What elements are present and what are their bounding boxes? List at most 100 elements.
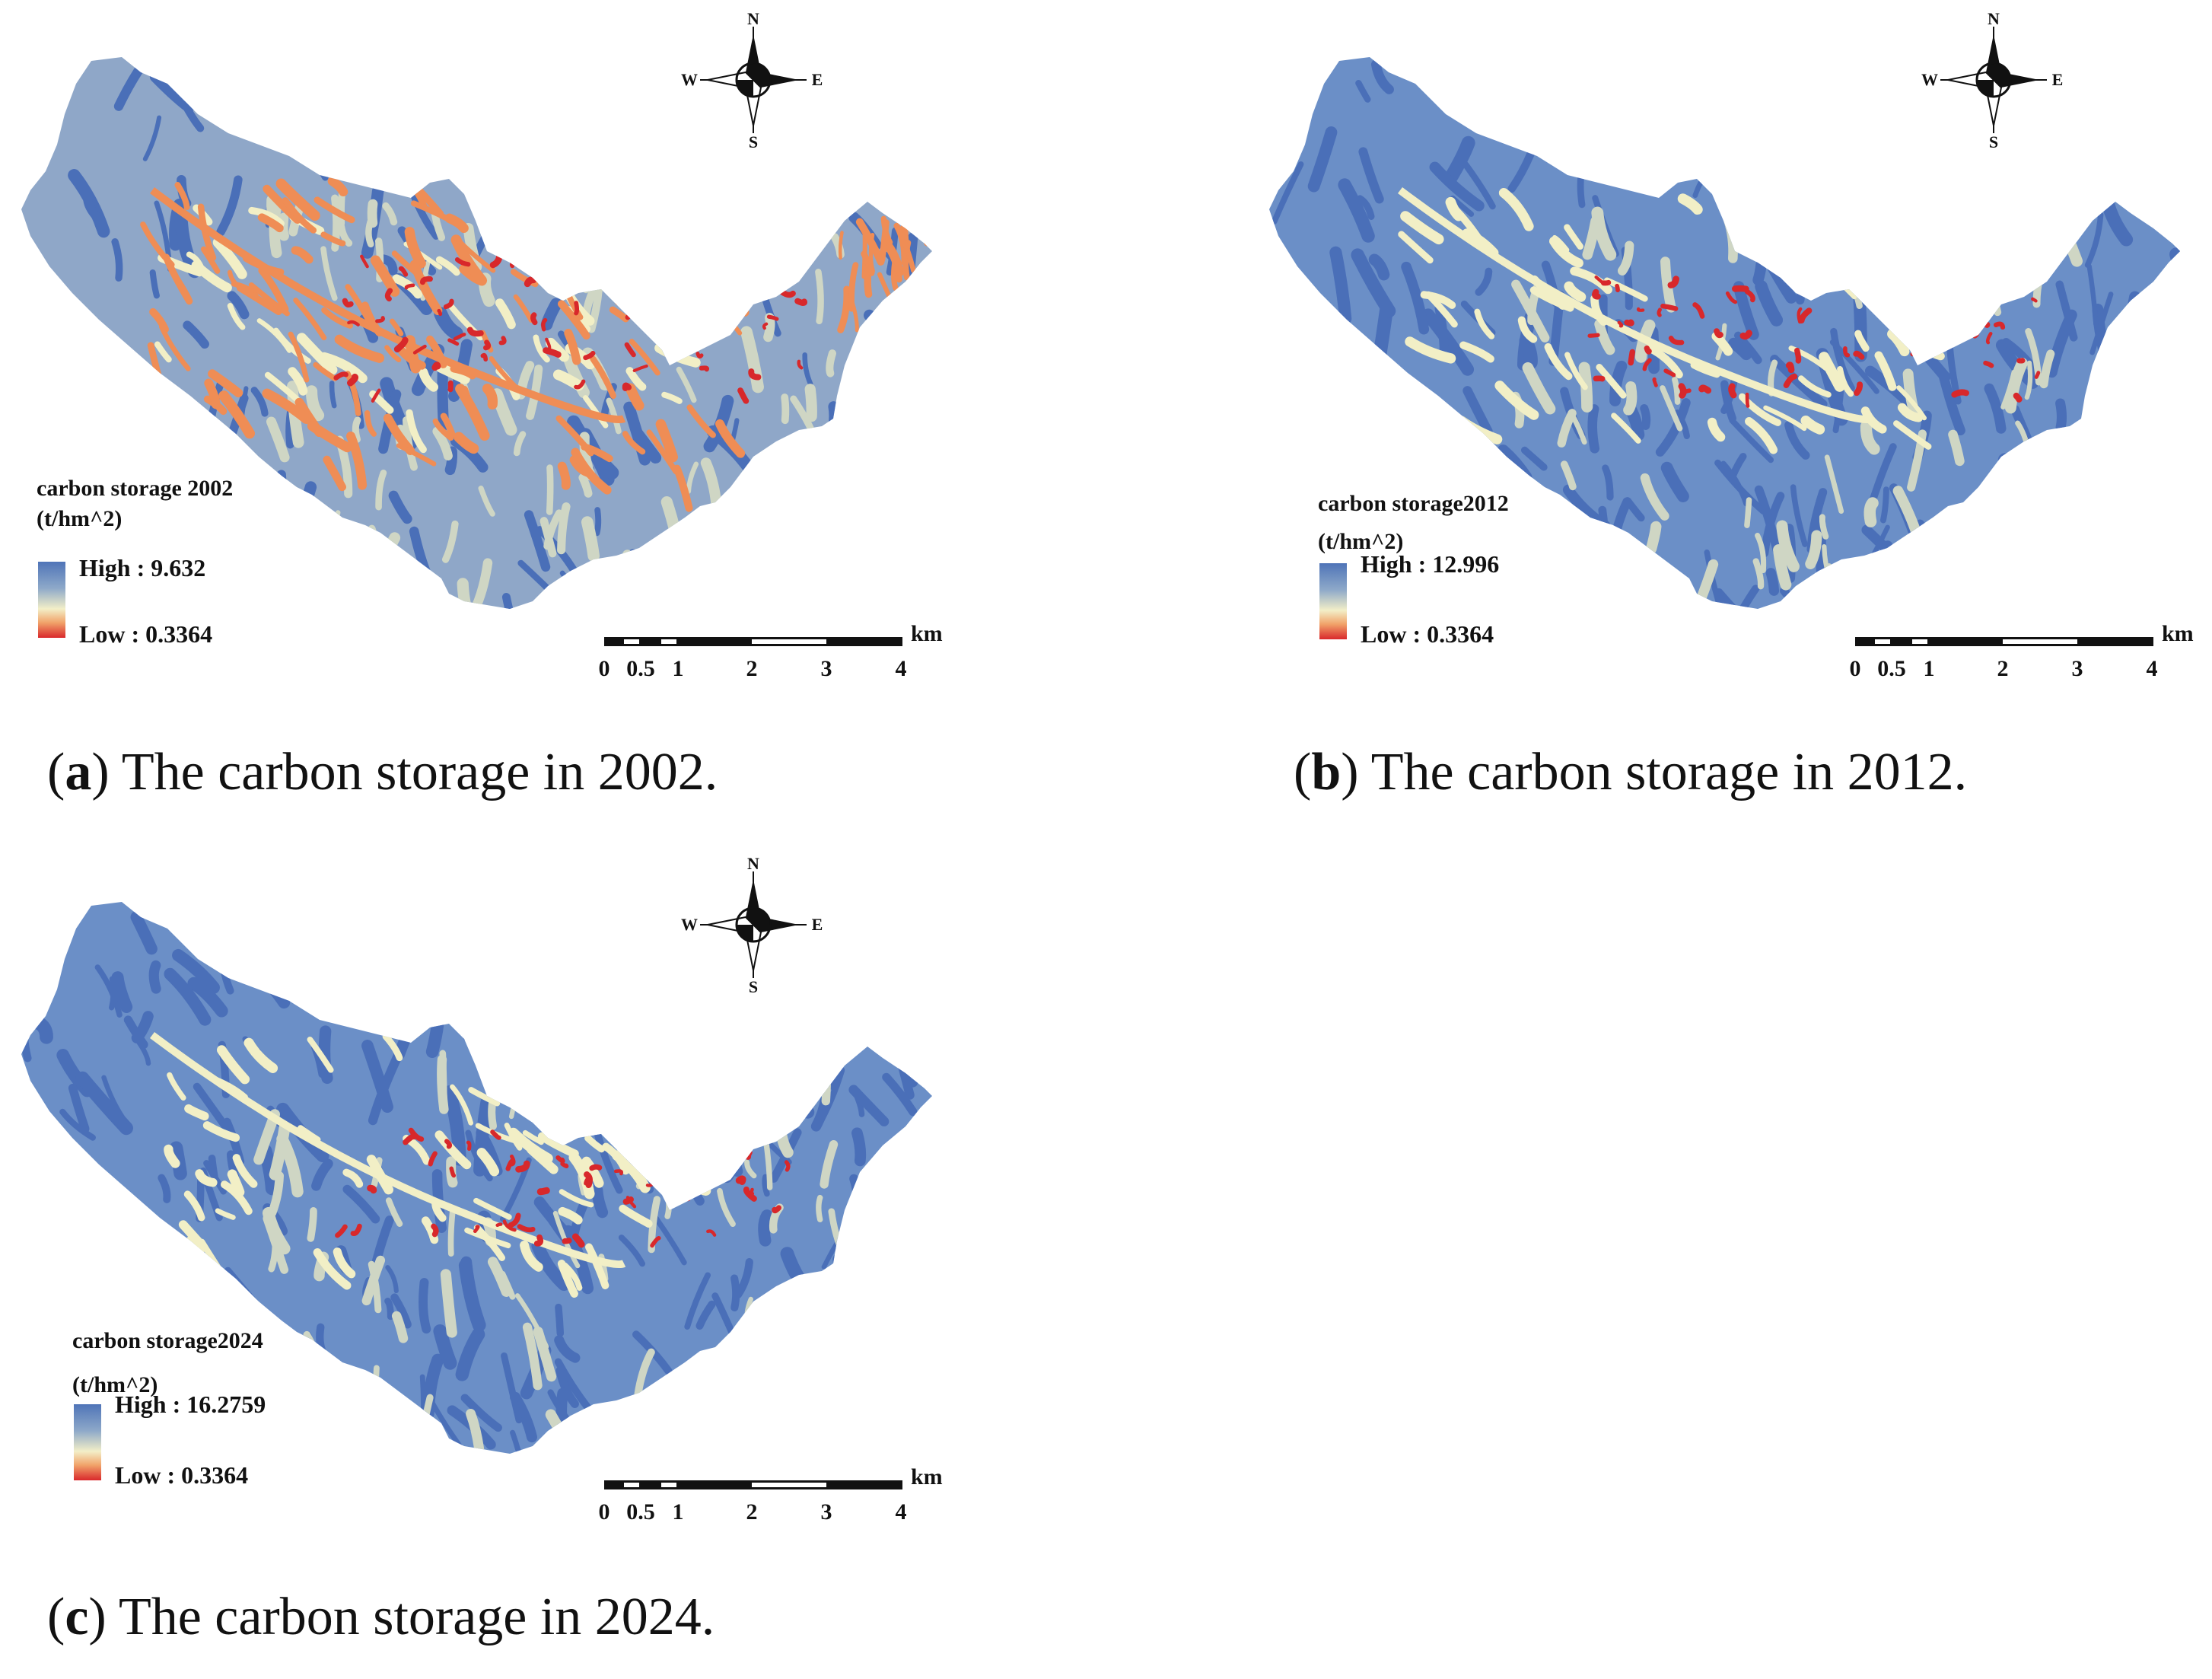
land-patch: [453, 333, 466, 341]
land-patch: [710, 588, 723, 609]
land-patch: [522, 1129, 544, 1145]
land-patch: [1655, 398, 1691, 457]
land-patch: [505, 1158, 515, 1171]
land-patch: [1720, 460, 1749, 507]
land-patch: [641, 571, 696, 609]
land-patch: [1768, 94, 1782, 164]
land-patch: [313, 362, 338, 381]
land-patch: [320, 231, 346, 247]
panel-c: N S W E carbon storage2024 (t/hm^2) High…: [0, 845, 989, 1530]
land-patch: [1698, 384, 1712, 394]
land-patch: [1474, 308, 1495, 339]
land-patch: [367, 524, 377, 551]
land-patch: [917, 184, 932, 244]
land-patch: [243, 1037, 278, 1073]
land-patch: [1863, 497, 1879, 527]
land-patch: [352, 416, 361, 443]
land-patch: [562, 1262, 583, 1291]
land-patch: [671, 1154, 688, 1180]
land-patch: [1896, 292, 1905, 308]
land-patch: [825, 443, 841, 485]
land-patch: [876, 483, 917, 544]
land-patch: [1978, 310, 1991, 328]
land-patch: [109, 976, 116, 1011]
caption-letter: a: [65, 743, 92, 801]
land-patch: [1475, 267, 1493, 296]
land-patch: [680, 1149, 692, 1164]
land-patch: [718, 307, 743, 336]
land-patch: [802, 352, 813, 387]
land-patch: [1587, 404, 1599, 454]
land-patch: [1983, 360, 1994, 368]
land-patch: [705, 282, 715, 300]
land-patch: [227, 269, 241, 289]
land-patch: [866, 1346, 880, 1381]
land-patch: [75, 1071, 133, 1136]
land-patch: [784, 1160, 791, 1172]
land-patch: [154, 341, 172, 363]
land-patch: [832, 1253, 856, 1279]
legend-title: carbon storage2012: [1318, 491, 1509, 516]
panel-a: N S W E carbon storage 2002 (t/hm^2) Hig…: [0, 0, 989, 685]
land-patch: [743, 1296, 753, 1330]
land-patch: [159, 324, 191, 371]
land-patch: [594, 507, 602, 537]
land-patch: [295, 481, 317, 518]
scale-tick-label: 2: [746, 1499, 758, 1524]
land-patch: [905, 289, 926, 317]
land-patch: [1842, 85, 1859, 129]
land-patch: [1776, 520, 1800, 572]
land-patch: [1640, 404, 1651, 430]
land-patch: [2052, 139, 2073, 190]
land-patch: [1577, 162, 1587, 209]
land-patch: [655, 314, 687, 350]
land-patch: [1854, 381, 1863, 397]
land-patch: [212, 237, 247, 279]
land-patch: [412, 344, 427, 355]
land-patch: [520, 1069, 533, 1097]
land-patch: [637, 264, 672, 284]
land-patch: [2141, 328, 2169, 393]
land-patch: [23, 295, 52, 323]
land-patch: [2024, 360, 2033, 400]
land-patch: [682, 1097, 697, 1164]
land-patch: [758, 1209, 773, 1247]
land-patch: [1863, 585, 1876, 609]
panel-b: N S W E carbon storage2012 (t/hm^2) High…: [1248, 0, 2212, 685]
land-patch: [640, 938, 679, 985]
land-patch: [361, 984, 395, 1019]
land-patch: [609, 306, 629, 323]
land-patch: [1752, 558, 1765, 590]
land-patch: [1844, 243, 1872, 287]
land-patch: [1893, 269, 1904, 313]
land-patch: [1462, 386, 1493, 436]
land-patch: [877, 1314, 896, 1358]
land-patch: [390, 318, 404, 336]
land-patch: [282, 197, 317, 234]
land-patch: [444, 1139, 453, 1149]
legend-unit: (t/hm^2): [72, 1372, 158, 1397]
land-patch: [2063, 153, 2098, 218]
scale-tick-label: 3: [2071, 656, 2083, 681]
land-patch: [2169, 247, 2180, 301]
land-patch: [745, 1149, 753, 1160]
compass-south-label: S: [1988, 132, 1999, 151]
land-patch: [546, 1009, 562, 1040]
land-patch: [676, 366, 697, 403]
land-patch: [184, 1104, 209, 1121]
land-patch: [460, 385, 475, 413]
land-patch: [1867, 563, 1908, 609]
land-patch: [111, 238, 123, 282]
land-patch: [759, 262, 771, 269]
land-patch: [718, 264, 733, 277]
land-patch: [1742, 196, 1798, 256]
land-patch: [425, 1000, 445, 1059]
land-patch: [1825, 563, 1845, 603]
land-patch: [1690, 362, 1720, 378]
land-patch: [1803, 270, 1812, 297]
land-patch: [852, 1244, 890, 1306]
land-patch: [2090, 130, 2122, 177]
land-patch: [463, 997, 473, 1042]
land-patch: [371, 388, 381, 403]
land-patch: [826, 349, 836, 378]
